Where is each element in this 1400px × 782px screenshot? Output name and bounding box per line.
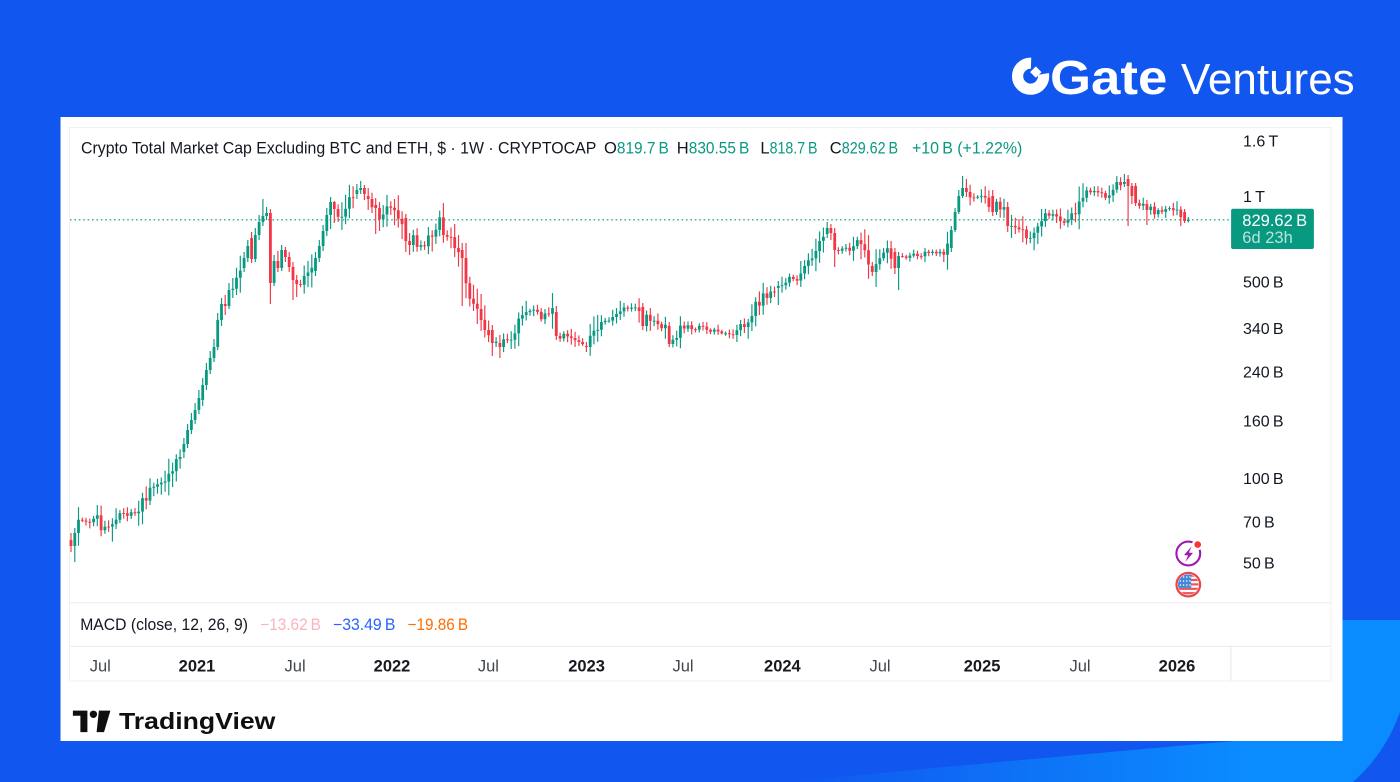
svg-text:Jul: Jul	[90, 657, 111, 675]
svg-text:H: H	[677, 140, 689, 158]
svg-text:C: C	[830, 140, 842, 158]
svg-text:50 B: 50 B	[1243, 556, 1275, 573]
svg-text:Gate: Gate	[1050, 50, 1167, 104]
svg-text:TradingView: TradingView	[119, 708, 276, 734]
svg-text:100 B: 100 B	[1243, 471, 1284, 488]
svg-text:830.55 B: 830.55 B	[689, 140, 750, 158]
svg-text:6d 23h: 6d 23h	[1242, 229, 1292, 247]
svg-text:2022: 2022	[374, 657, 411, 675]
svg-text:L: L	[760, 140, 769, 158]
svg-text:240 B: 240 B	[1243, 364, 1284, 381]
svg-text:Ventures: Ventures	[1181, 55, 1355, 104]
svg-text:Jul: Jul	[478, 657, 499, 675]
svg-text:Jul: Jul	[285, 657, 306, 675]
svg-text:70 B: 70 B	[1243, 514, 1275, 531]
svg-text:−33.49 B: −33.49 B	[333, 616, 395, 634]
svg-text:829.62 B: 829.62 B	[1242, 212, 1307, 230]
svg-text:829.62 B: 829.62 B	[842, 140, 898, 158]
svg-text:Crypto Total Market Cap Exclud: Crypto Total Market Cap Excluding BTC an…	[81, 140, 596, 158]
svg-text:O: O	[604, 140, 617, 158]
svg-text:Jul: Jul	[1069, 657, 1090, 675]
svg-text:−13.62 B: −13.62 B	[260, 616, 321, 634]
svg-text:1 T: 1 T	[1243, 189, 1265, 206]
svg-text:+10 B (+1.22%): +10 B (+1.22%)	[912, 140, 1022, 158]
svg-text:160 B: 160 B	[1243, 414, 1284, 431]
svg-text:Jul: Jul	[672, 657, 693, 675]
svg-text:2023: 2023	[568, 657, 605, 675]
svg-text:2024: 2024	[764, 657, 802, 675]
svg-text:−19.86 B: −19.86 B	[408, 616, 469, 634]
svg-text:1.6 T: 1.6 T	[1243, 134, 1278, 151]
svg-text:340 B: 340 B	[1243, 321, 1284, 338]
svg-text:2021: 2021	[179, 657, 216, 675]
svg-text:2025: 2025	[964, 657, 1001, 675]
svg-text:818.7 B: 818.7 B	[770, 140, 818, 158]
svg-text:MACD (close, 12, 26, 9): MACD (close, 12, 26, 9)	[80, 616, 248, 634]
svg-text:2026: 2026	[1159, 657, 1196, 675]
svg-text:Jul: Jul	[869, 657, 890, 675]
svg-text:500 B: 500 B	[1243, 274, 1284, 291]
svg-text:819.7 B: 819.7 B	[617, 140, 669, 158]
